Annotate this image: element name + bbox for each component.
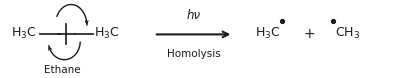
- Text: $\mathregular{H_3C}$: $\mathregular{H_3C}$: [255, 26, 281, 41]
- Text: $\mathregular{H_3C}$: $\mathregular{H_3C}$: [94, 26, 120, 41]
- Text: +: +: [303, 27, 315, 41]
- Text: $\mathregular{CH_3}$: $\mathregular{CH_3}$: [335, 26, 360, 41]
- Text: Homolysis: Homolysis: [167, 49, 220, 59]
- Text: $\mathregular{H_3C}$: $\mathregular{H_3C}$: [11, 26, 36, 41]
- Text: Ethane: Ethane: [44, 65, 81, 75]
- Text: hν: hν: [186, 9, 201, 22]
